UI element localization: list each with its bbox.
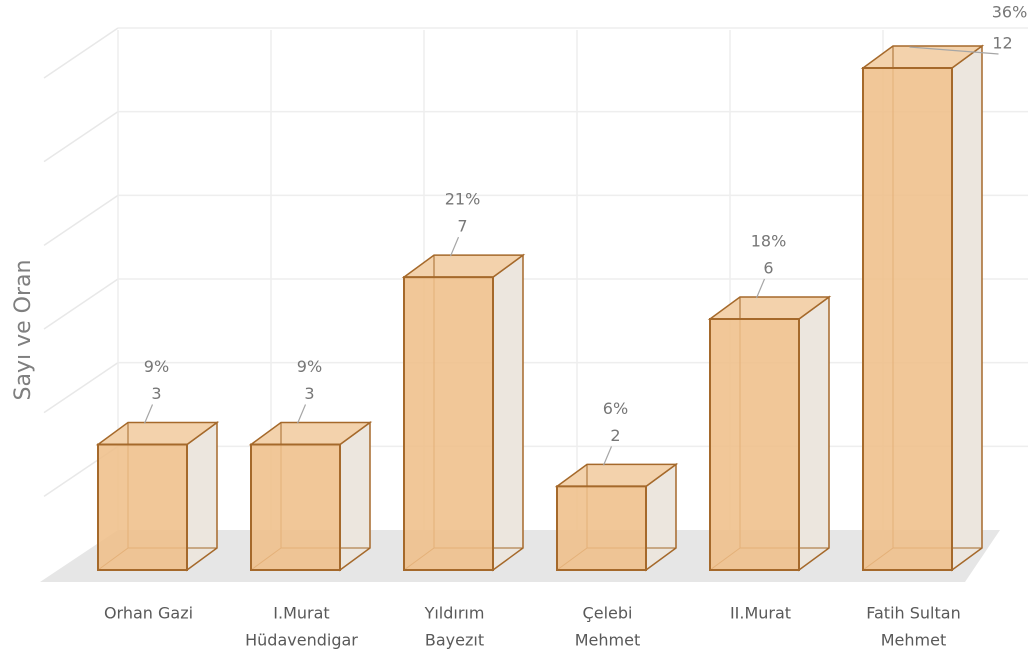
leader-line: [755, 278, 766, 299]
bar: [860, 44, 985, 572]
x-tick-label: Hüdavendigar: [245, 631, 358, 650]
leader-line: [909, 46, 999, 55]
data-label-percent: 18%: [751, 232, 787, 251]
bar: [95, 421, 220, 572]
grid-line: [43, 362, 119, 414]
leader-line: [449, 236, 460, 257]
data-label: 2: [610, 426, 620, 445]
bar-side: [492, 253, 524, 572]
data-label-percent: 21%: [445, 190, 481, 209]
x-tick-label: Mehmet: [881, 631, 947, 650]
grid-line: [43, 111, 119, 163]
x-tick-label: Orhan Gazi: [104, 604, 193, 623]
data-label: 6: [763, 259, 773, 278]
data-label: 12: [992, 34, 1012, 53]
data-label: 3: [304, 384, 314, 403]
x-tick-label: II.Murat: [730, 604, 791, 623]
data-label-percent: 6%: [603, 399, 628, 418]
leader-line: [143, 404, 154, 424]
y-axis-label: Sayı ve Oran: [11, 260, 36, 401]
leader-line: [296, 404, 307, 424]
data-label: 3: [151, 384, 161, 403]
grid-line: [43, 194, 119, 246]
x-tick-label: I.Murat: [273, 604, 329, 623]
x-tick-label: Fatih Sultan: [866, 604, 960, 623]
data-label-percent: 9%: [144, 357, 169, 376]
leader-line: [602, 446, 613, 466]
x-tick-label: Bayezıt: [425, 631, 484, 650]
bar-side: [798, 295, 830, 572]
bar-front: [862, 67, 953, 571]
x-tick-label: Yıldırım: [424, 604, 485, 623]
bar-side: [951, 44, 983, 572]
x-tick-label: Çelebi: [583, 604, 633, 623]
bar-front: [403, 276, 494, 571]
x-tick-label: Mehmet: [575, 631, 641, 650]
bar: [401, 253, 526, 572]
bar-front: [556, 485, 647, 572]
grid-line: [43, 278, 119, 330]
data-label-percent: 36%: [992, 3, 1028, 22]
bar: [707, 295, 832, 572]
bar-front: [250, 443, 341, 571]
bar-front: [97, 443, 188, 571]
data-label-percent: 9%: [297, 357, 322, 376]
bar: [248, 421, 373, 572]
bar-front: [709, 318, 800, 571]
grid-line: [43, 27, 119, 79]
bar: [554, 462, 679, 572]
data-label: 7: [457, 217, 467, 236]
